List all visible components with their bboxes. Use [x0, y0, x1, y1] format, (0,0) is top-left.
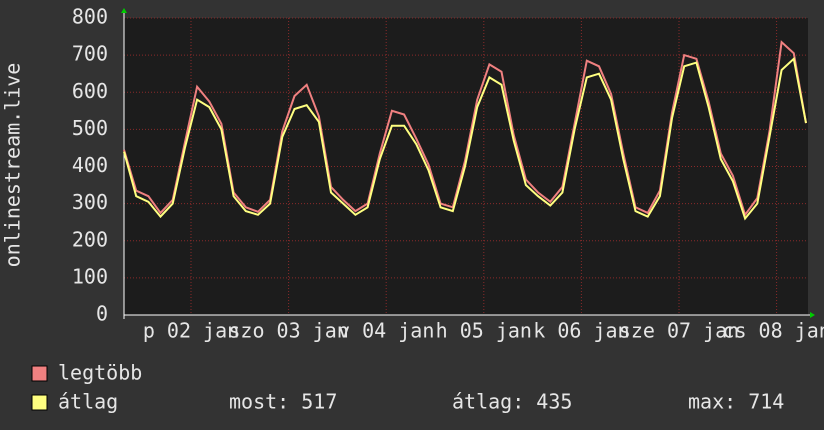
- x-tick-label: h 05 jan: [436, 319, 532, 343]
- y-tick-label: 600: [72, 79, 108, 103]
- y-tick-label: 300: [72, 190, 108, 214]
- legend-label: legtöbb: [58, 361, 142, 385]
- y-tick-label: 700: [72, 42, 108, 66]
- y-tick-label: 0: [96, 302, 108, 326]
- axis-arrow: [121, 8, 127, 13]
- y-tick-label: 100: [72, 264, 108, 288]
- stat-label: átlag: 435: [452, 390, 572, 414]
- x-tick-label: p 02 jan: [143, 319, 239, 343]
- x-tick-label: v 04 jan: [338, 319, 434, 343]
- y-tick-label: 800: [72, 5, 108, 29]
- x-tick-label: sze 07 jan: [619, 319, 739, 343]
- stat-label: most: 517: [229, 390, 337, 414]
- legend-swatch: [31, 394, 48, 411]
- series-line: [123, 40, 807, 217]
- x-tick-label: cs 08 jan: [722, 319, 824, 343]
- x-tick-label: szo 03 jan: [228, 319, 348, 343]
- y-tick-label: 200: [72, 227, 108, 251]
- legend-label: átlag: [58, 390, 118, 414]
- stat-label: max: 714: [688, 390, 784, 414]
- series-line: [123, 56, 807, 221]
- x-tick-label: k 06 jan: [533, 319, 629, 343]
- y-tick-label: 500: [72, 116, 108, 140]
- y-tick-label: 400: [72, 153, 108, 177]
- y-axis-label: onlinestream.live: [1, 63, 25, 268]
- legend-swatch: [31, 365, 48, 382]
- axis-arrow: [810, 312, 815, 318]
